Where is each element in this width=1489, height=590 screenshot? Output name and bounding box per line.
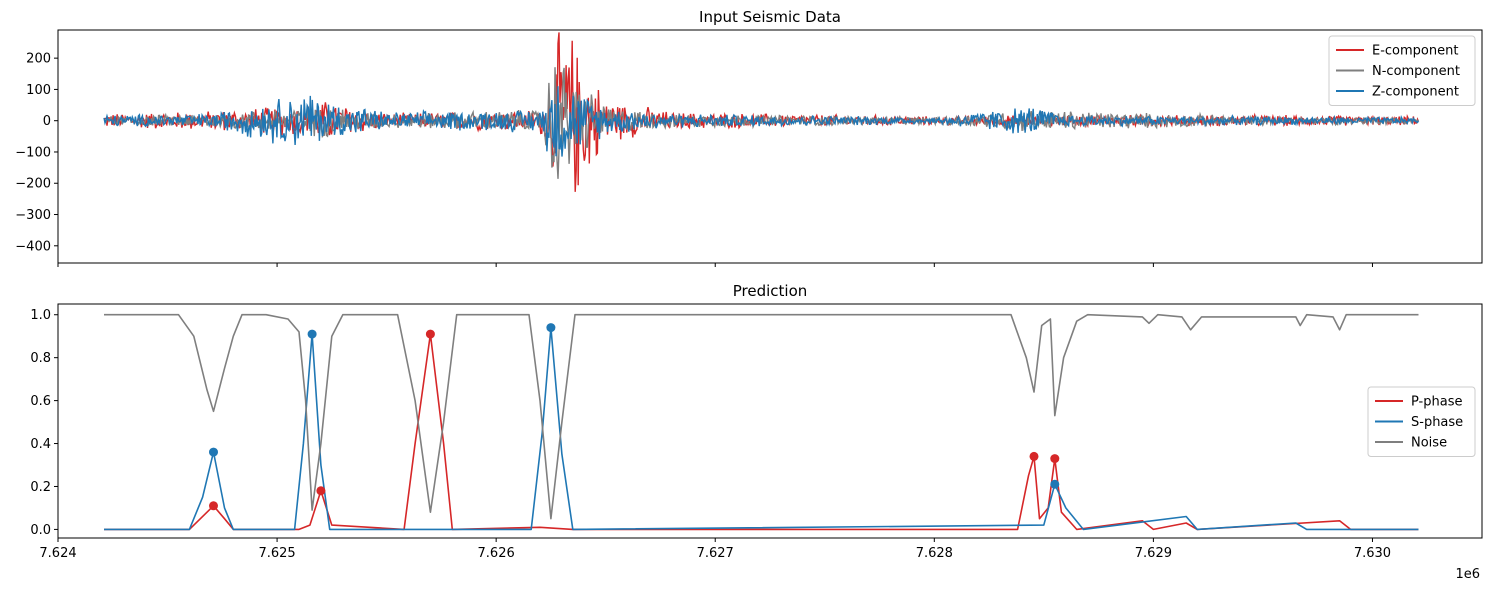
top-axes: Input Seismic Data 200 100 0 −100 −200 −300 −4… <box>15 8 1483 267</box>
top-ytick-label: −100 <box>15 145 51 160</box>
top-ytick-label: 100 <box>26 83 51 98</box>
bottom-axes: Prediction 1.0 0.8 0.6 0.4 0.2 0.0 7.624 7.625… <box>30 282 1483 582</box>
peak-marker-p-phase <box>1029 451 1039 461</box>
top-legend-label: Z-component <box>1372 85 1459 100</box>
top-series-line-z-component <box>103 86 1420 157</box>
bottom-xtick-label: 7.628 <box>916 546 953 561</box>
top-series-group <box>103 32 1420 192</box>
peak-marker-p-phase <box>1050 454 1060 464</box>
bottom-xtick-label: 7.626 <box>478 546 515 561</box>
bottom-legend-label: P-phase <box>1411 395 1462 410</box>
top-x-axis <box>57 263 1373 267</box>
peak-marker-s-phase <box>1050 479 1060 489</box>
top-legend-label: E-component <box>1372 44 1458 59</box>
bottom-xtick-label: 7.630 <box>1354 546 1391 561</box>
peak-marker-s-phase <box>546 323 556 333</box>
bottom-xtick-label: 7.627 <box>697 546 734 561</box>
top-ytick-label: −400 <box>15 239 51 254</box>
bottom-plot-frame <box>57 303 1483 539</box>
bottom-ytick-label: 0.0 <box>30 523 51 538</box>
peak-marker-p-phase <box>316 486 326 496</box>
top-legend-label: N-component <box>1372 64 1460 79</box>
bottom-ytick-label: 0.4 <box>30 437 51 452</box>
x-offset-text: 1e6 <box>1455 567 1480 582</box>
bottom-series-line-noise <box>104 313 1419 520</box>
bottom-ytick-label: 1.0 <box>30 308 51 323</box>
bottom-ytick-label: 0.2 <box>30 480 51 495</box>
bottom-ytick-label: 0.6 <box>30 394 51 409</box>
top-series-line-n-component <box>103 67 1419 179</box>
bottom-series-line-p-phase <box>104 333 1419 531</box>
bottom-y-axis: 1.0 0.8 0.6 0.4 0.2 0.0 <box>30 308 58 538</box>
top-y-axis: 200 100 0 −100 −200 −300 −400 <box>15 52 58 254</box>
bottom-legend-label: Noise <box>1411 436 1447 451</box>
bottom-legend: P-phase S-phase Noise <box>1367 386 1476 457</box>
top-ytick-label: 200 <box>26 52 51 67</box>
peak-marker-s-phase <box>307 329 317 339</box>
top-ytick-label: −300 <box>15 208 51 223</box>
bottom-xtick-label: 7.625 <box>258 546 295 561</box>
top-ytick-label: 0 <box>43 114 51 129</box>
bottom-series-group <box>104 313 1419 531</box>
bottom-x-axis: 7.624 7.625 7.626 7.627 7.628 7.629 7.630 <box>39 538 1391 561</box>
top-legend-box <box>1328 35 1476 106</box>
peak-marker-p-phase <box>425 329 435 339</box>
peak-marker-p-phase <box>209 501 218 511</box>
top-series-line-e-component <box>103 32 1420 192</box>
bottom-xtick-label: 7.624 <box>39 546 76 561</box>
top-plot-frame <box>57 29 1483 264</box>
bottom-legend-label: S-phase <box>1411 415 1463 430</box>
bottom-ytick-label: 0.8 <box>30 351 51 366</box>
top-legend: E-component N-component Z-component <box>1328 35 1476 106</box>
bottom-chart-title: Prediction <box>733 282 808 300</box>
bottom-xtick-label: 7.629 <box>1135 546 1172 561</box>
top-chart-title: Input Seismic Data <box>699 8 841 26</box>
peak-marker-s-phase <box>209 447 218 457</box>
top-ytick-label: −200 <box>15 177 51 192</box>
bottom-legend-box <box>1367 386 1476 457</box>
bottom-peak-markers <box>209 323 1060 511</box>
